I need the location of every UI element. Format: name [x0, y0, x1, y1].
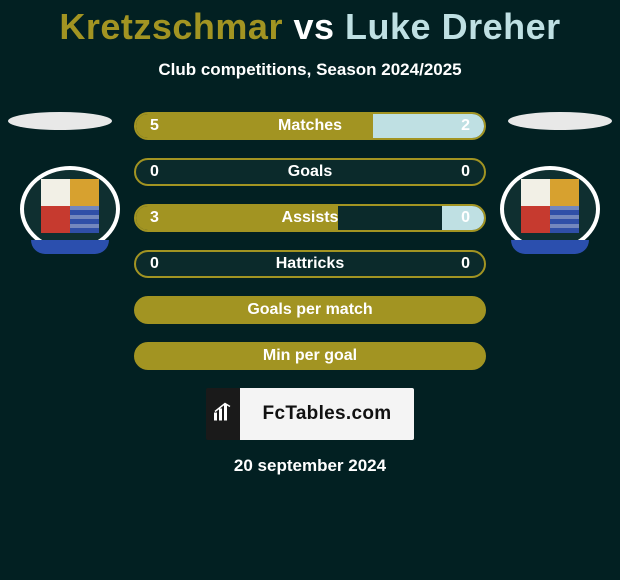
bars-icon [214, 403, 232, 426]
stat-label: Hattricks [136, 252, 484, 276]
stat-label: Goals [136, 160, 484, 184]
date-label: 20 september 2024 [0, 456, 620, 476]
player2-name: Luke Dreher [345, 6, 561, 47]
stat-bars: 5Matches20Goals03Assists00Hattricks0Goal… [134, 112, 486, 370]
brand-badge: FcTables.com [206, 388, 414, 440]
stat-bar: 5Matches2 [134, 112, 486, 140]
subtitle: Club competitions, Season 2024/2025 [0, 60, 620, 80]
comparison-title: Kretzschmar vs Luke Dreher [0, 0, 620, 48]
brand-text: FcTables.com [263, 403, 392, 425]
stat-value-right: 2 [461, 114, 470, 138]
stat-bar-full: Min per goal [134, 342, 486, 370]
stat-bar: 3Assists0 [134, 204, 486, 232]
ball-icon-right [508, 112, 612, 130]
ball-icon-left [8, 112, 112, 130]
stat-value-right: 0 [461, 206, 470, 230]
club-crest-left [20, 166, 120, 252]
stat-value-right: 0 [461, 160, 470, 184]
stat-bar-full: Goals per match [134, 296, 486, 324]
stat-label: Assists [136, 206, 484, 230]
club-crest-right [500, 166, 600, 252]
comparison-body: 5Matches20Goals03Assists00Hattricks0Goal… [0, 112, 620, 476]
stat-bar: 0Hattricks0 [134, 250, 486, 278]
player1-name: Kretzschmar [59, 6, 283, 47]
stat-value-right: 0 [461, 252, 470, 276]
vs-label: vs [293, 6, 334, 47]
stat-label: Matches [136, 114, 484, 138]
stat-bar: 0Goals0 [134, 158, 486, 186]
